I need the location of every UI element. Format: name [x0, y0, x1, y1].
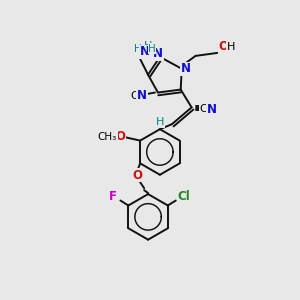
Text: H: H — [134, 44, 142, 54]
Text: CH₃: CH₃ — [98, 132, 117, 142]
Text: F: F — [109, 190, 116, 203]
Text: O: O — [132, 169, 142, 182]
Text: C: C — [130, 91, 138, 100]
Text: H: H — [156, 117, 164, 127]
Text: N: N — [140, 45, 150, 58]
Text: N: N — [137, 89, 147, 102]
Text: N: N — [153, 47, 163, 60]
Text: H: H — [144, 41, 152, 51]
Text: C: C — [200, 104, 207, 114]
Text: H: H — [227, 42, 236, 52]
Text: O: O — [218, 40, 228, 53]
Text: O: O — [116, 130, 125, 143]
Text: N: N — [181, 62, 191, 75]
Text: Cl: Cl — [177, 190, 190, 203]
Text: H: H — [148, 44, 156, 54]
Text: N: N — [206, 103, 216, 116]
